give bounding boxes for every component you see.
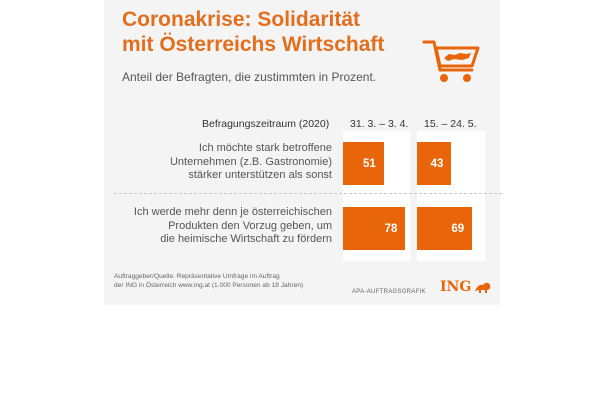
chart-title: Coronakrise: Solidarität mit Österreichs… bbox=[122, 7, 422, 57]
title-line-1: Coronakrise: Solidarität bbox=[122, 8, 361, 31]
source-line-2: der ING in Österreich www.ing.at (1.000 … bbox=[114, 282, 304, 289]
row-label-2-line-1: Ich werde mehr denn je österreichischen bbox=[133, 206, 332, 218]
shopping-cart-austria-icon bbox=[422, 40, 480, 82]
source-line-1: Auftraggeber/Quelle: Repräsentative Umfr… bbox=[114, 273, 280, 280]
column-header-2: 15. – 24. 5. bbox=[424, 118, 477, 130]
infographic-card: Coronakrise: Solidarität mit Österreichs… bbox=[104, 0, 502, 305]
agency-credit: APA-AUFTRAGSGRAFIK bbox=[352, 289, 426, 295]
period-label: Befragungszeitraum (2020) bbox=[202, 118, 330, 130]
bar-value-label: 78 bbox=[384, 222, 398, 235]
ing-logo: ING bbox=[440, 279, 492, 295]
column-header-1: 31. 3. – 3. 4. bbox=[350, 118, 409, 130]
source-note: Auftraggeber/Quelle: Repräsentative Umfr… bbox=[114, 272, 344, 290]
bar-period2-support-businesses: 43 bbox=[417, 142, 452, 185]
row-label-1-line-1: Ich möchte stark betroffene bbox=[198, 142, 332, 154]
bar-value-label: 43 bbox=[430, 157, 444, 170]
chart-subtitle: Anteil der Befragten, die zustimmten in … bbox=[122, 70, 377, 84]
row-label-2: Ich werde mehr denn je österreichischen … bbox=[134, 206, 332, 247]
row-label-1-line-3: stärker unterstützen als sonst bbox=[188, 169, 332, 181]
row-label-1-line-2: Unternehmen (z.B. Gastronomie) bbox=[169, 155, 332, 168]
ing-logo-text: ING bbox=[440, 279, 472, 295]
bar-value-label: 51 bbox=[363, 157, 376, 170]
row-label-2-line-3: die heimische Wirtschaft zu fördern bbox=[160, 233, 332, 245]
title-line-2: mit Österreichs Wirtschaft bbox=[122, 33, 385, 56]
row-label-1: Ich möchte stark betroffene Unternehmen … bbox=[170, 142, 332, 183]
bar-period1-prefer-austrian-products: 78 bbox=[343, 207, 406, 250]
bar-value-label: 69 bbox=[451, 222, 465, 235]
bar-period2-prefer-austrian-products: 69 bbox=[417, 207, 473, 250]
lion-icon bbox=[475, 282, 491, 293]
row-label-2-line-2: Produkten den Vorzug geben, um bbox=[168, 219, 332, 232]
row-divider bbox=[114, 193, 502, 194]
bar-period1-support-businesses: 51 bbox=[343, 142, 384, 185]
